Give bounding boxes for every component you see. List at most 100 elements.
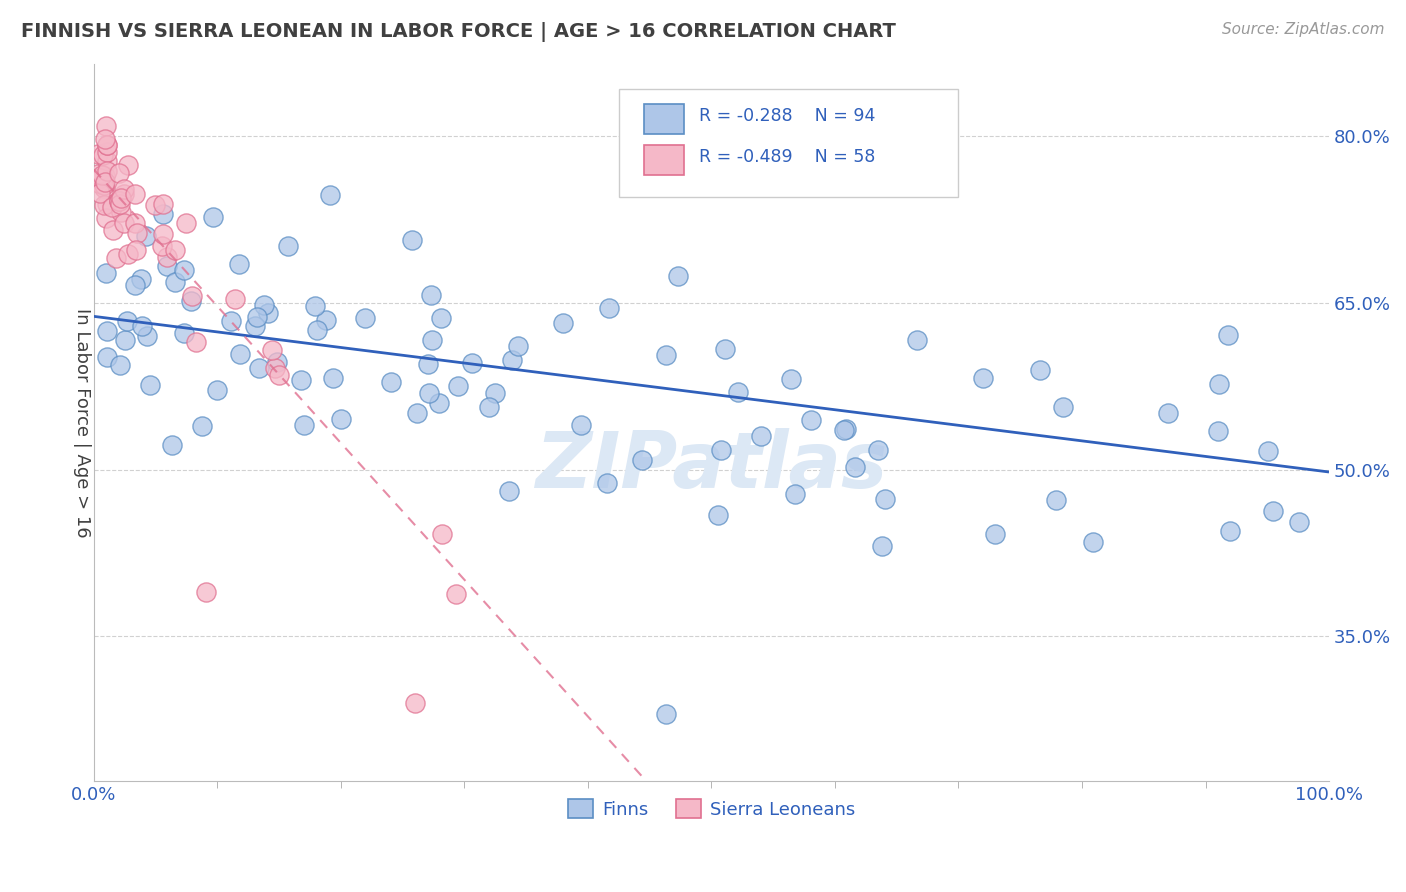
Point — [112, 186, 135, 201]
Point — [207, 383, 229, 397]
Point — [93, 198, 115, 212]
Point — [401, 233, 423, 247]
Point — [96, 145, 118, 159]
Point — [868, 442, 890, 457]
Point — [418, 357, 440, 371]
Point — [655, 707, 678, 722]
Point — [173, 326, 195, 340]
Point — [150, 238, 173, 252]
Point — [596, 476, 619, 491]
Point — [444, 587, 467, 601]
Point — [91, 148, 114, 162]
Point — [105, 251, 128, 265]
Point — [94, 131, 117, 145]
Point — [420, 333, 443, 347]
Point — [1257, 444, 1279, 458]
Point — [1218, 328, 1240, 343]
Point — [404, 696, 426, 710]
Point — [727, 384, 749, 399]
Point — [194, 585, 217, 599]
Point — [277, 238, 299, 252]
Point — [181, 288, 204, 302]
Point — [257, 306, 280, 320]
Point — [124, 216, 146, 230]
Point — [110, 191, 132, 205]
Point — [108, 358, 131, 372]
Point — [267, 368, 290, 382]
Point — [506, 338, 529, 352]
Point — [115, 314, 138, 328]
Point — [1029, 363, 1052, 377]
Text: Source: ZipAtlas.com: Source: ZipAtlas.com — [1222, 22, 1385, 37]
Point — [253, 298, 276, 312]
Bar — [644, 145, 685, 175]
Point — [304, 300, 326, 314]
Point — [292, 418, 315, 433]
Point — [305, 323, 328, 337]
Point — [1288, 516, 1310, 530]
Point — [93, 178, 115, 193]
Point — [129, 271, 152, 285]
Point — [1045, 492, 1067, 507]
Point — [984, 526, 1007, 541]
Bar — [644, 104, 685, 135]
Point — [117, 247, 139, 261]
Point — [354, 310, 377, 325]
Point — [785, 487, 807, 501]
Point — [90, 178, 112, 192]
Text: ZIPatlas: ZIPatlas — [536, 427, 887, 504]
Point — [152, 207, 174, 221]
Point — [1052, 400, 1074, 414]
Point — [290, 373, 312, 387]
Point — [501, 353, 523, 368]
Point — [551, 316, 574, 330]
Point — [86, 147, 108, 161]
Point — [101, 201, 124, 215]
Point — [135, 329, 157, 343]
Point — [569, 418, 592, 433]
Y-axis label: In Labor Force | Age > 16: In Labor Force | Age > 16 — [73, 308, 91, 537]
Point — [264, 361, 287, 376]
Point — [156, 250, 179, 264]
Point — [430, 310, 453, 325]
Point — [112, 182, 135, 196]
Text: R = -0.489    N = 58: R = -0.489 N = 58 — [699, 148, 876, 166]
Point — [427, 396, 450, 410]
Point — [131, 319, 153, 334]
Point — [873, 491, 896, 506]
Point — [1219, 524, 1241, 538]
Point — [224, 292, 246, 306]
Point — [498, 483, 520, 498]
Point — [630, 453, 652, 467]
Point — [322, 371, 344, 385]
Point — [202, 210, 225, 224]
Point — [94, 211, 117, 225]
Point — [319, 188, 342, 202]
Point — [380, 376, 402, 390]
Point — [165, 243, 187, 257]
Point — [405, 407, 427, 421]
Point — [800, 412, 823, 426]
Point — [478, 401, 501, 415]
Point — [125, 226, 148, 240]
Point — [832, 423, 855, 437]
Text: R = -0.288    N = 94: R = -0.288 N = 94 — [699, 107, 876, 126]
Point — [114, 333, 136, 347]
Point — [107, 194, 129, 209]
Point — [96, 137, 118, 152]
Point — [101, 222, 124, 236]
Point — [96, 119, 118, 133]
Point — [124, 186, 146, 201]
Point — [905, 333, 928, 347]
Point — [96, 197, 118, 211]
Text: FINNISH VS SIERRA LEONEAN IN LABOR FORCE | AGE > 16 CORRELATION CHART: FINNISH VS SIERRA LEONEAN IN LABOR FORCE… — [21, 22, 896, 42]
Point — [96, 138, 118, 153]
Point — [94, 169, 117, 183]
Point — [780, 372, 803, 386]
Point — [1263, 504, 1285, 518]
Point — [96, 164, 118, 178]
Point — [89, 186, 111, 201]
Point — [245, 319, 267, 334]
Point — [108, 197, 131, 211]
Point — [706, 508, 728, 522]
